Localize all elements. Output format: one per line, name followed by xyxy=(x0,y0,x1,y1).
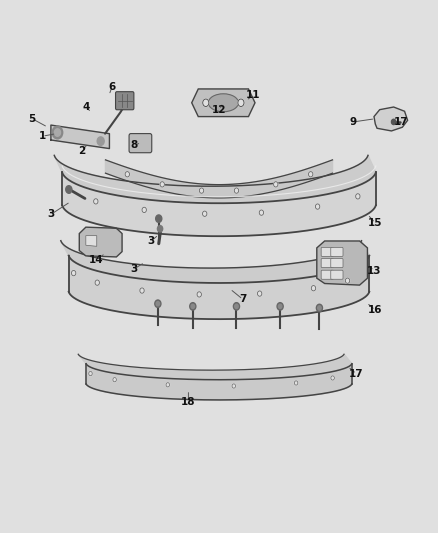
Polygon shape xyxy=(61,241,369,283)
Circle shape xyxy=(392,119,396,125)
Circle shape xyxy=(166,383,170,387)
Circle shape xyxy=(203,99,209,107)
FancyBboxPatch shape xyxy=(331,270,343,279)
Text: 18: 18 xyxy=(181,397,196,407)
Polygon shape xyxy=(192,89,255,117)
Circle shape xyxy=(140,288,144,293)
Circle shape xyxy=(311,286,316,291)
Text: 14: 14 xyxy=(88,255,103,265)
Text: 1: 1 xyxy=(39,131,46,141)
Polygon shape xyxy=(62,172,376,236)
Text: 13: 13 xyxy=(367,266,381,276)
Circle shape xyxy=(318,306,321,310)
Text: 11: 11 xyxy=(246,90,260,100)
Circle shape xyxy=(52,126,63,139)
Circle shape xyxy=(277,303,283,310)
Circle shape xyxy=(125,172,130,177)
Polygon shape xyxy=(79,227,122,257)
Text: 17: 17 xyxy=(394,117,409,127)
FancyBboxPatch shape xyxy=(129,134,152,153)
Text: 5: 5 xyxy=(28,114,36,124)
Circle shape xyxy=(160,182,164,187)
Circle shape xyxy=(235,304,238,309)
Circle shape xyxy=(157,225,162,232)
Circle shape xyxy=(331,376,334,380)
Circle shape xyxy=(113,377,117,382)
Circle shape xyxy=(233,303,240,310)
Polygon shape xyxy=(69,256,369,319)
Text: 7: 7 xyxy=(239,294,247,304)
FancyBboxPatch shape xyxy=(321,247,333,256)
Circle shape xyxy=(315,204,320,209)
Circle shape xyxy=(97,137,104,146)
FancyBboxPatch shape xyxy=(116,92,134,110)
Text: 4: 4 xyxy=(82,102,89,112)
Circle shape xyxy=(89,372,92,376)
Circle shape xyxy=(238,99,244,107)
Circle shape xyxy=(279,304,282,309)
Polygon shape xyxy=(51,125,110,149)
Text: 3: 3 xyxy=(148,236,155,246)
Text: 3: 3 xyxy=(47,209,54,220)
Circle shape xyxy=(232,384,236,388)
Circle shape xyxy=(345,278,350,284)
Circle shape xyxy=(234,188,239,193)
Circle shape xyxy=(259,210,264,215)
Polygon shape xyxy=(78,354,352,379)
Circle shape xyxy=(258,291,262,296)
Text: 15: 15 xyxy=(368,218,382,228)
Circle shape xyxy=(274,182,278,187)
FancyBboxPatch shape xyxy=(321,270,333,279)
Polygon shape xyxy=(86,364,352,400)
Text: 9: 9 xyxy=(350,117,357,127)
Circle shape xyxy=(155,300,161,308)
Circle shape xyxy=(190,303,196,310)
Text: 16: 16 xyxy=(368,305,382,315)
Polygon shape xyxy=(86,236,97,246)
Text: 8: 8 xyxy=(130,140,138,150)
Ellipse shape xyxy=(208,94,238,112)
Circle shape xyxy=(294,381,298,385)
FancyBboxPatch shape xyxy=(321,259,333,268)
Text: 6: 6 xyxy=(109,82,116,92)
Text: 3: 3 xyxy=(130,264,138,274)
Text: 2: 2 xyxy=(78,146,85,156)
Circle shape xyxy=(156,302,159,306)
Circle shape xyxy=(191,304,194,309)
Text: 17: 17 xyxy=(349,369,364,379)
Circle shape xyxy=(94,199,98,204)
Circle shape xyxy=(197,292,201,297)
Circle shape xyxy=(54,129,60,136)
Circle shape xyxy=(202,211,207,216)
Circle shape xyxy=(66,185,72,193)
Text: 12: 12 xyxy=(212,104,226,115)
Circle shape xyxy=(95,280,99,285)
Circle shape xyxy=(67,188,71,193)
FancyBboxPatch shape xyxy=(331,259,343,268)
Circle shape xyxy=(308,172,313,177)
Circle shape xyxy=(71,270,76,276)
Circle shape xyxy=(356,193,360,199)
Circle shape xyxy=(155,215,162,222)
Circle shape xyxy=(199,188,204,193)
FancyBboxPatch shape xyxy=(331,247,343,256)
Circle shape xyxy=(142,207,146,213)
Circle shape xyxy=(316,304,322,312)
Polygon shape xyxy=(54,155,376,203)
Polygon shape xyxy=(374,107,408,131)
Polygon shape xyxy=(106,160,332,198)
Polygon shape xyxy=(317,241,367,285)
